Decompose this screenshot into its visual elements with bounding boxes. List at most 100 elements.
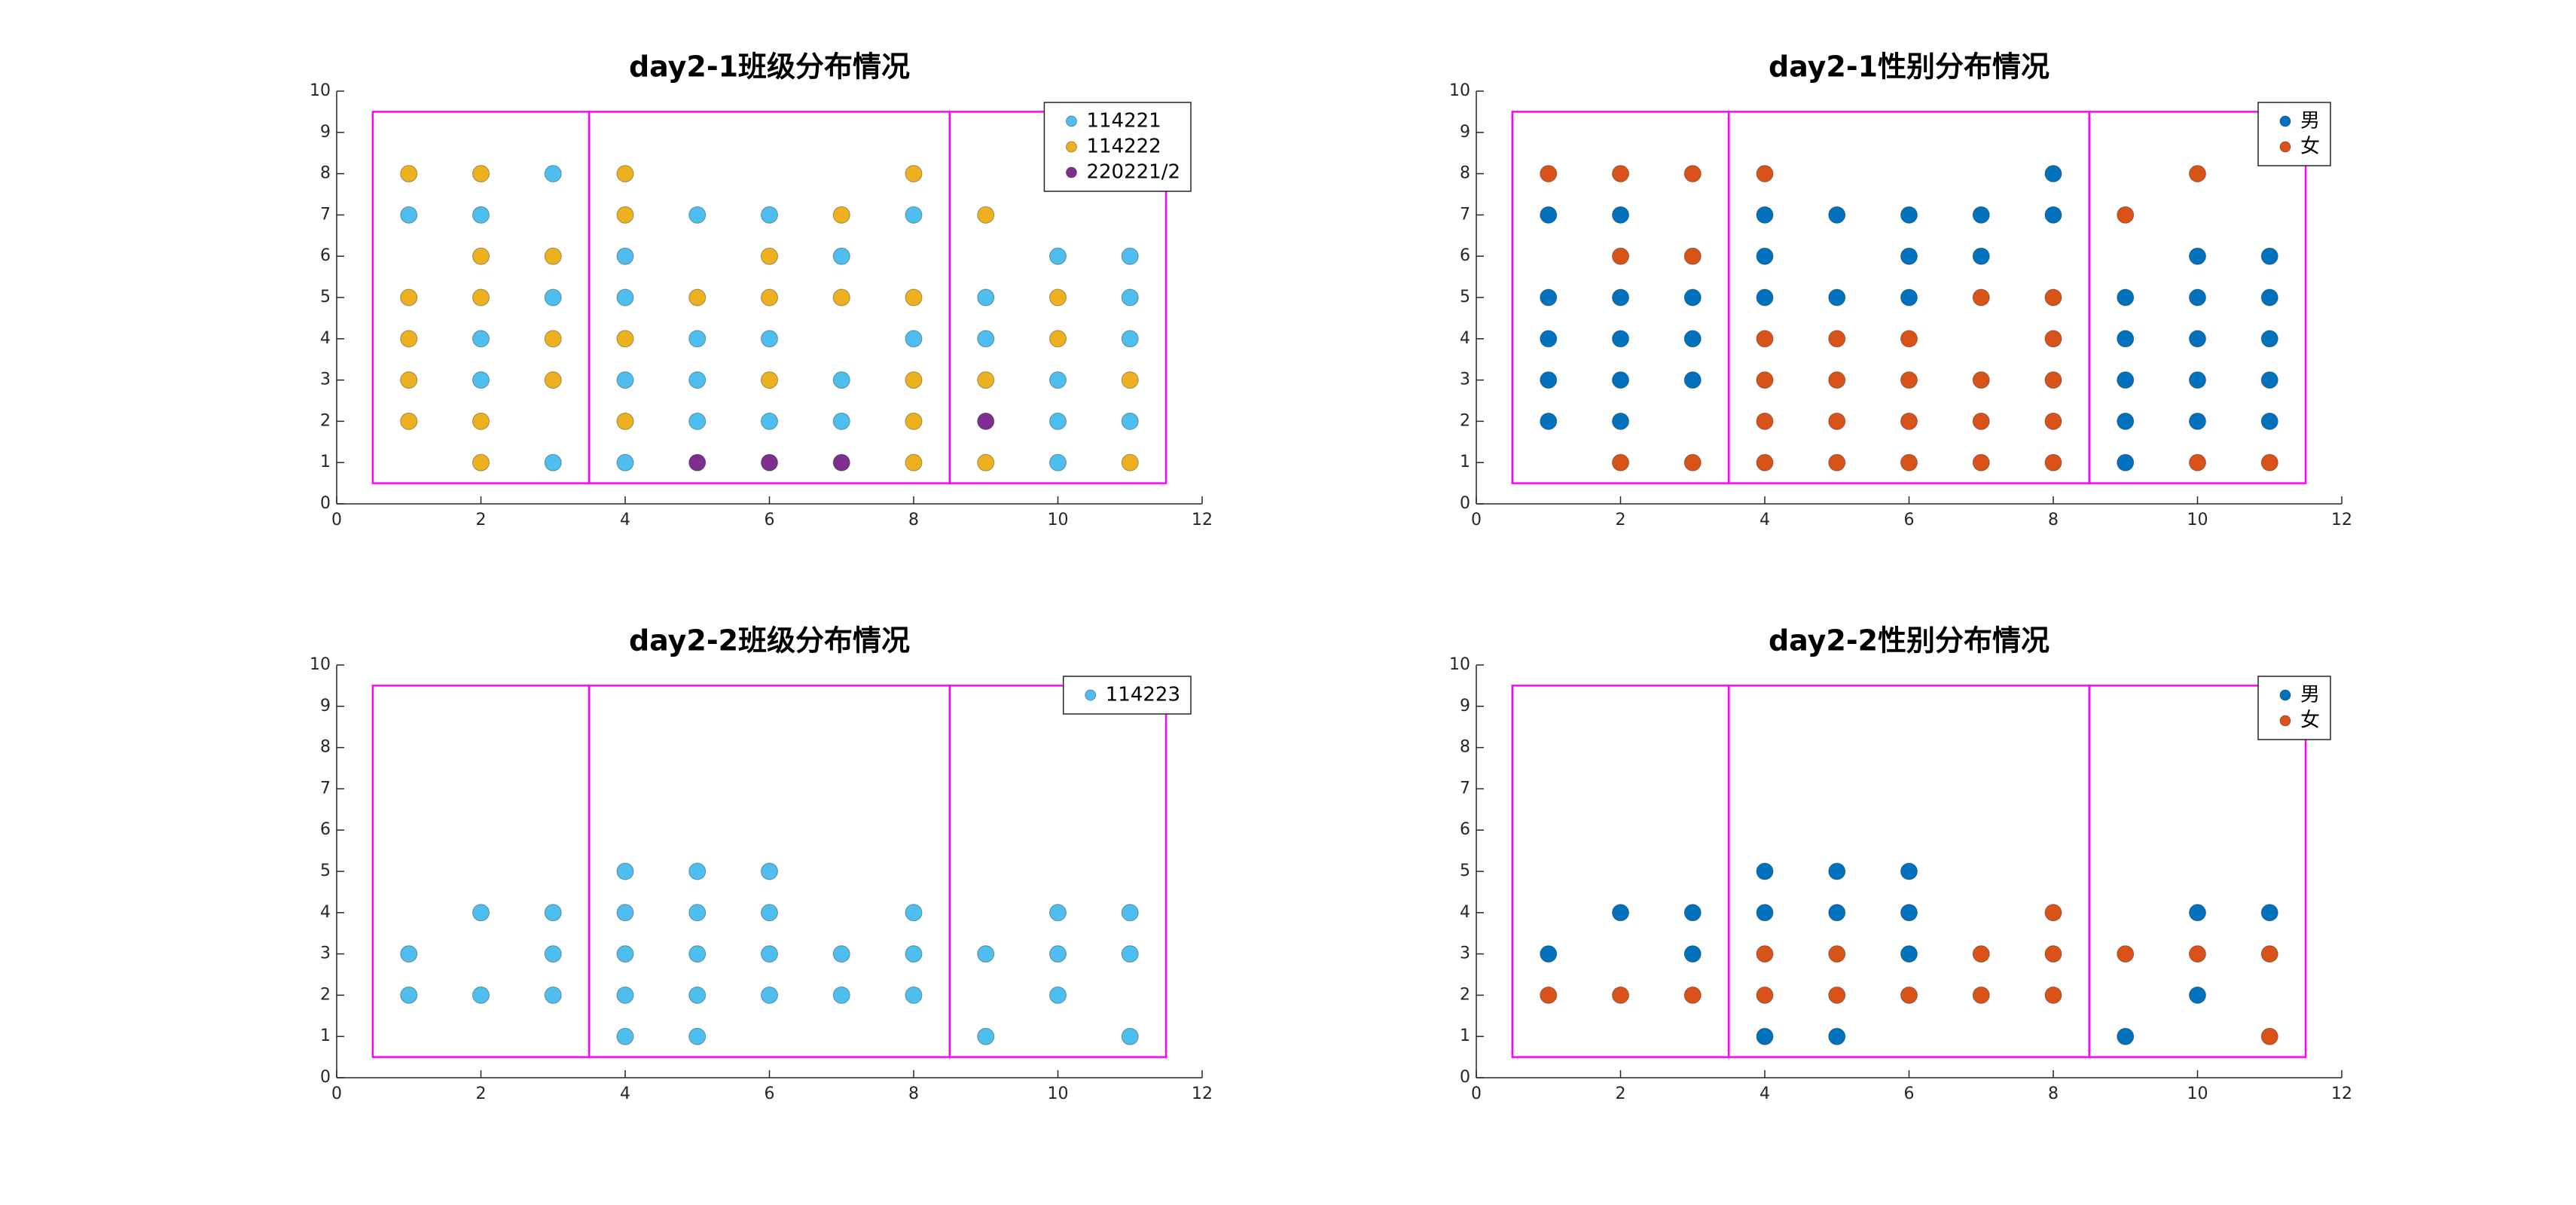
chart-title: day2-1性别分布情况 [1769,50,2050,84]
region-box [948,685,1167,1058]
y-tick-label: 1 [1460,1027,1470,1045]
legend-marker [2279,141,2291,153]
scatter-point [1049,288,1067,307]
scatter-point [616,247,634,265]
scatter-point [616,330,634,348]
y-tick-label: 9 [1460,697,1470,715]
scatter-point [905,945,923,963]
x-tick-label: 0 [331,1084,342,1103]
scatter-point [616,904,634,922]
scatter-point [1900,247,1918,265]
scatter-point [2260,288,2278,307]
scatter-point [2260,330,2278,348]
x-tick-label: 12 [1192,1084,1213,1103]
scatter-point [761,904,778,922]
x-tick-label: 0 [1471,511,1482,529]
scatter-point [1900,904,1918,922]
scatter-point [905,986,923,1004]
scatter-point [688,904,707,922]
scatter-point [1612,412,1629,430]
scatter-point [688,412,707,430]
scatter-point [761,453,778,471]
scatter-point [1540,986,1558,1004]
y-tick-label: 6 [1460,820,1470,839]
y-tick-label: 5 [320,862,331,880]
scatter-point [2260,412,2278,430]
scatter-point [616,412,634,430]
scatter-point [400,330,418,348]
scatter-point [2260,945,2278,963]
scatter-point [1756,986,1774,1004]
scatter-point [1828,288,1846,307]
scatter-point [905,206,923,224]
scatter-point [832,945,850,963]
scatter-point [1900,371,1918,389]
scatter-point [2044,288,2062,307]
scatter-point [1121,330,1139,348]
legend-marker [2279,689,2291,701]
y-tick-label: 8 [1460,738,1470,757]
scatter-point [977,288,995,307]
scatter-point [400,371,418,389]
scatter-point [1828,412,1846,430]
scatter-point [1612,247,1629,265]
scatter-point [616,862,634,880]
legend-frame [2257,676,2331,740]
y-tick-label: 4 [1460,903,1470,922]
scatter-point [688,330,707,348]
scatter-point [1828,206,1846,224]
scatter-point [1121,453,1139,471]
legend-label: 女 [2300,709,2320,732]
scatter-point [905,330,923,348]
legend-marker [2279,115,2291,127]
scatter-point [832,453,850,471]
x-tick-label: 4 [1760,1084,1770,1103]
scatter-point [1756,206,1774,224]
scatter-point [1972,247,1990,265]
scatter-point [1540,206,1558,224]
scatter-point [1756,330,1774,348]
scatter-point [2189,945,2206,963]
scatter-point [1900,945,1918,963]
scatter-point [1828,330,1846,348]
scatter-point [400,206,418,224]
scatter-point [977,330,995,348]
scatter-point [2044,945,2062,963]
legend-marker [1085,689,1097,701]
scatter-point [1972,288,1990,307]
scatter-point [1612,371,1629,389]
y-tick-label: 8 [1460,164,1470,183]
scatter-point [472,247,490,265]
scatter-point [832,247,850,265]
scatter-point [688,288,707,307]
scatter-point [472,986,490,1004]
scatter-point [472,453,490,471]
x-tick-label: 8 [2048,511,2059,529]
x-tick-label: 2 [476,511,487,529]
scatter-point [2044,165,2062,183]
x-tick-label: 2 [1616,1084,1626,1103]
scatter-point [761,330,778,348]
scatter-point [544,330,562,348]
scatter-point [2260,371,2278,389]
x-tick-label: 6 [765,511,775,529]
scatter-point [1828,371,1846,389]
scatter-point [1900,288,1918,307]
scatter-point [1756,165,1774,183]
x-tick-label: 4 [620,511,630,529]
scatter-point [832,206,850,224]
x-tick-label: 12 [2331,511,2352,529]
scatter-point [1121,412,1139,430]
scatter-point [2189,330,2206,348]
y-tick-label: 3 [1460,371,1470,389]
x-tick-label: 10 [2187,511,2208,529]
scatter-point [1756,862,1774,880]
y-tick-label: 9 [320,123,331,142]
scatter-point [2189,453,2206,471]
legend-marker [1065,166,1077,178]
scatter-point [1540,945,1558,963]
scatter-point [1612,904,1629,922]
y-tick-label: 3 [320,944,331,963]
